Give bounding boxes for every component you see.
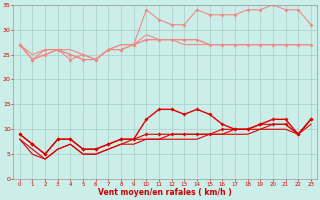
X-axis label: Vent moyen/en rafales ( km/h ): Vent moyen/en rafales ( km/h ) [99,188,232,197]
